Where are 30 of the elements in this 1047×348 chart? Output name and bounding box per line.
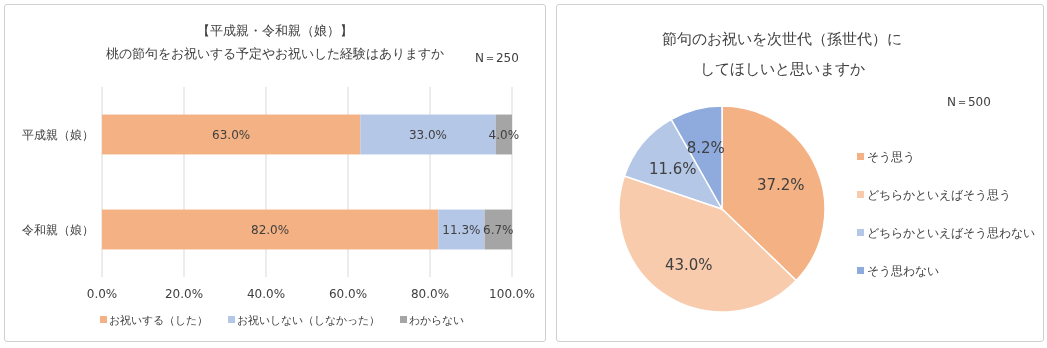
bar: [438, 209, 485, 250]
x-tick-label: 60.0%: [328, 287, 368, 301]
data-label: 43.0%: [664, 255, 713, 274]
text: N＝250: [475, 51, 519, 65]
chart-title: 【平成親・令和親（娘）】: [197, 23, 353, 38]
x-tick-label: 80.0%: [410, 287, 450, 301]
legend-label: そう思わない: [867, 264, 939, 278]
legend-label: お祝いしない（しなかった）: [237, 314, 380, 327]
chart-subtitle: 桃の節句をお祝いする予定やお祝いした経験はありますか: [106, 46, 444, 61]
data-label: 11.3%: [442, 222, 481, 237]
y-tick-label: 令和親（娘）: [22, 222, 94, 237]
data-label: 37.2%: [756, 176, 805, 195]
y-tick-label: 平成親（娘）: [22, 127, 94, 142]
data-label: 11.6%: [648, 160, 697, 179]
x-tick-label: 40.0%: [246, 287, 286, 301]
legend-label: お祝いする（した）: [109, 314, 208, 327]
x-tick-label: 100.0%: [489, 287, 535, 301]
legend-label: どちらかといえばそう思わない: [867, 226, 1035, 240]
bar: [102, 209, 439, 250]
legend-label: どちらかといえばそう思う: [867, 188, 1011, 202]
data-label: 82.0%: [251, 222, 290, 237]
text: N＝500: [947, 95, 991, 109]
x-tick-label: 20.0%: [164, 287, 204, 301]
bar: [102, 114, 361, 155]
chart-title: 節句のお祝いを次世代（孫世代）にしてほしいと思いますか: [661, 29, 903, 80]
legend-label: わからない: [409, 314, 464, 327]
legend-label: そう思う: [867, 150, 915, 164]
x-tick-label: 0.0%: [86, 287, 118, 301]
data-label: 33.0%: [408, 127, 448, 142]
data-label: 63.0%: [212, 127, 251, 142]
